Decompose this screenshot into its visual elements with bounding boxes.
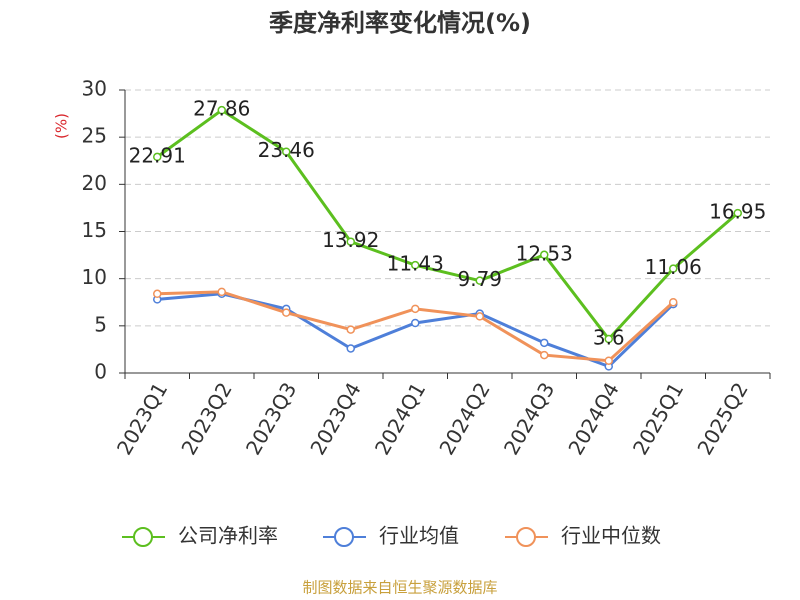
data-point (346, 237, 355, 246)
legend-label: 公司净利率 (178, 524, 278, 548)
data-label: 22.91 (129, 143, 186, 167)
data-label: 3.6 (593, 326, 625, 350)
legend-label: 行业均值 (379, 524, 459, 548)
chart-title: 季度净利率变化情况(%) (269, 9, 531, 37)
x-tick-label: 2024Q3 (499, 378, 559, 459)
data-label: 23.46 (258, 138, 315, 162)
data-label: 11.43 (387, 252, 444, 276)
x-tick-label: 2023Q3 (241, 378, 301, 459)
data-point (604, 356, 613, 365)
data-label: 11.06 (645, 255, 702, 279)
x-tick-label: 2023Q2 (176, 378, 236, 459)
x-tick-label: 2023Q1 (112, 378, 172, 459)
data-point (153, 152, 162, 162)
data-label: 13.92 (322, 228, 379, 252)
legend-label: 行业中位数 (561, 524, 661, 548)
data-point (475, 312, 484, 321)
y-tick-label: 5 (94, 312, 107, 336)
data-point (669, 298, 678, 307)
data-label: 12.53 (516, 241, 573, 265)
legend-marker (133, 527, 153, 547)
data-point (217, 105, 226, 115)
data-point (282, 308, 291, 317)
legend-marker (516, 527, 536, 547)
x-tick-label: 2024Q1 (370, 378, 430, 459)
y-tick-label: 10 (82, 265, 107, 289)
data-label: 16.95 (709, 200, 766, 224)
data-point (733, 208, 742, 218)
data-point (540, 338, 549, 348)
data-point (217, 287, 226, 297)
y-axis-label: (%) (53, 113, 71, 139)
data-point (669, 264, 678, 273)
data-point (411, 304, 420, 314)
y-tick-label: 15 (82, 218, 107, 242)
x-tick-label: 2023Q4 (305, 378, 365, 459)
source-note: 制图数据来自恒生聚源数据库 (302, 579, 497, 597)
data-label: 9.79 (457, 267, 502, 291)
data-point (604, 334, 613, 344)
data-point (540, 250, 549, 260)
data-label: 27.86 (193, 97, 250, 121)
series-line (156, 108, 739, 342)
legend-marker (334, 527, 354, 547)
x-tick-label: 2025Q1 (628, 378, 688, 459)
y-tick-label: 30 (82, 77, 107, 101)
data-point (475, 276, 484, 285)
y-tick-label: 25 (82, 124, 107, 148)
x-tick-label: 2025Q2 (692, 378, 752, 459)
data-point (282, 147, 291, 156)
x-tick-label: 2024Q4 (563, 378, 623, 459)
data-point (153, 289, 162, 299)
data-point (346, 325, 355, 334)
x-tick-label: 2024Q2 (434, 378, 494, 459)
data-point (540, 350, 549, 360)
data-point (346, 344, 355, 353)
data-point (411, 260, 420, 270)
y-tick-label: 20 (82, 171, 107, 195)
y-tick-label: 0 (94, 360, 107, 384)
data-point (411, 318, 420, 328)
